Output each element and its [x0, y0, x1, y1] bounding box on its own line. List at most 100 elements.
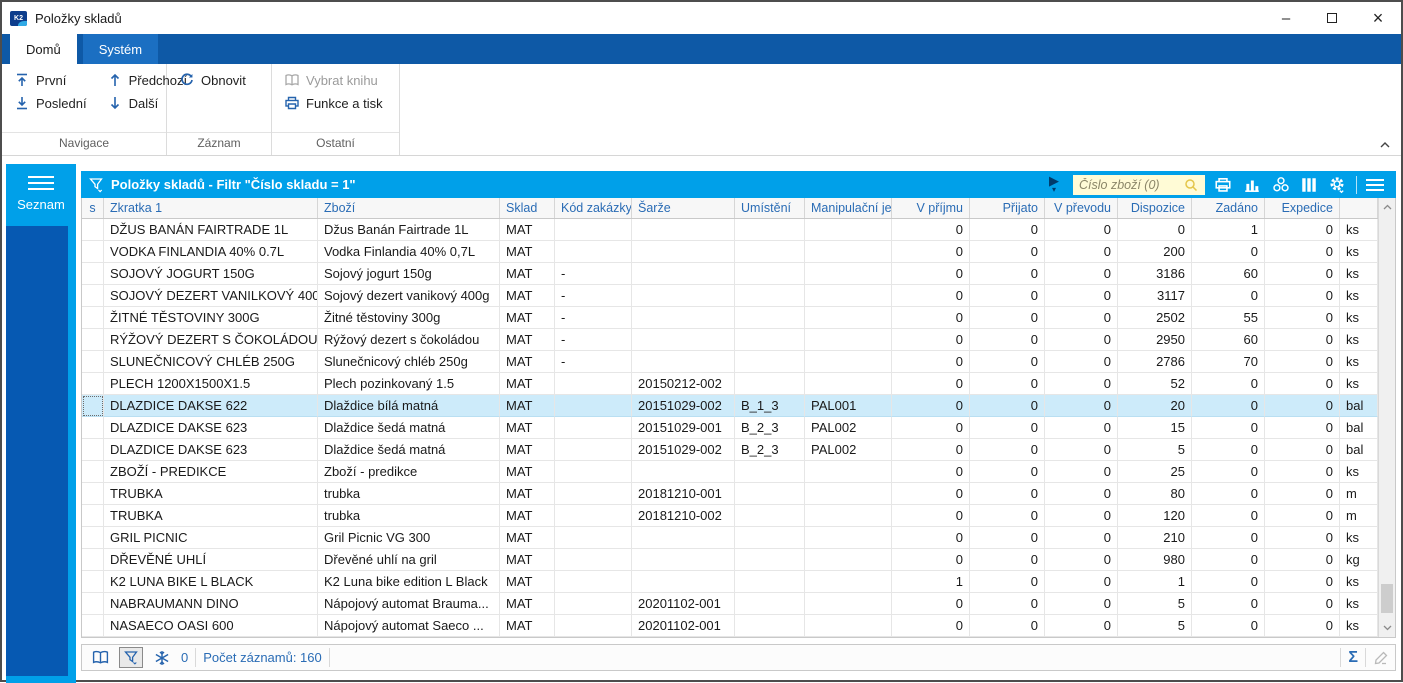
cell-sklad[interactable]: MAT	[500, 285, 555, 307]
cell-zkratka[interactable]: VODKA FINLANDIA 40% 0.7L	[104, 241, 318, 263]
cell-zadano[interactable]: 0	[1192, 571, 1265, 593]
cell-v-prevodu[interactable]: 0	[1045, 351, 1118, 373]
cell-manipulacni[interactable]	[805, 527, 892, 549]
cell-expedice[interactable]: 0	[1265, 351, 1340, 373]
cell-select[interactable]	[82, 593, 104, 615]
cell-expedice[interactable]: 0	[1265, 571, 1340, 593]
cell-select[interactable]	[82, 219, 104, 241]
edit-pencil-icon[interactable]	[1373, 650, 1389, 666]
cell-zbozi[interactable]: trubka	[318, 483, 500, 505]
cell-dispozice[interactable]: 200	[1118, 241, 1192, 263]
cell-zadano[interactable]: 0	[1192, 241, 1265, 263]
cell-kod-zakazky[interactable]	[555, 593, 632, 615]
cell-unit[interactable]: ks	[1340, 527, 1378, 549]
cell-dispozice[interactable]: 2502	[1118, 307, 1192, 329]
cell-zadano[interactable]: 0	[1192, 439, 1265, 461]
cell-zkratka[interactable]: TRUBKA	[104, 483, 318, 505]
cell-zadano[interactable]: 0	[1192, 549, 1265, 571]
cell-sklad[interactable]: MAT	[500, 571, 555, 593]
cell-v-prijmu[interactable]: 0	[892, 417, 970, 439]
cell-umisteni[interactable]	[735, 549, 805, 571]
cell-zkratka[interactable]: SOJOVÝ DEZERT VANILKOVÝ 400G	[104, 285, 318, 307]
cell-expedice[interactable]: 0	[1265, 615, 1340, 637]
cell-zadano[interactable]: 60	[1192, 263, 1265, 285]
cell-zbozi[interactable]: Dlaždice šedá matná	[318, 439, 500, 461]
column-header-expedice[interactable]: Expedice	[1265, 198, 1340, 218]
cell-zkratka[interactable]: SLUNEČNICOVÝ CHLÉB 250G	[104, 351, 318, 373]
gear-icon[interactable]	[1327, 176, 1347, 194]
cell-umisteni[interactable]	[735, 483, 805, 505]
cell-kod-zakazky[interactable]	[555, 483, 632, 505]
cell-umisteni[interactable]: B_1_3	[735, 395, 805, 417]
cell-zbozi[interactable]: Plech pozinkovaný 1.5	[318, 373, 500, 395]
column-header-dispozice[interactable]: Dispozice	[1118, 198, 1192, 218]
cell-unit[interactable]: ks	[1340, 593, 1378, 615]
column-header-sarze[interactable]: Šarže	[632, 198, 735, 218]
cell-sarze[interactable]	[632, 285, 735, 307]
cell-zadano[interactable]: 1	[1192, 219, 1265, 241]
cell-sklad[interactable]: MAT	[500, 263, 555, 285]
cell-zkratka[interactable]: DLAZDICE DAKSE 623	[104, 439, 318, 461]
table-row[interactable]: SOJOVÝ JOGURT 150G Sojový jogurt 150g MA…	[82, 263, 1378, 285]
cell-sklad[interactable]: MAT	[500, 373, 555, 395]
cell-expedice[interactable]: 0	[1265, 549, 1340, 571]
cell-sarze[interactable]: 20151029-002	[632, 395, 735, 417]
minimize-button[interactable]: –	[1263, 2, 1309, 34]
cell-dispozice[interactable]: 1	[1118, 571, 1192, 593]
table-row[interactable]: DLAZDICE DAKSE 622 Dlaždice bílá matná M…	[82, 395, 1378, 417]
cell-umisteni[interactable]	[735, 285, 805, 307]
table-row[interactable]: NABRAUMANN DINO Nápojový automat Brauma.…	[82, 593, 1378, 615]
cell-expedice[interactable]: 0	[1265, 527, 1340, 549]
cell-zbozi[interactable]: Žitné těstoviny 300g	[318, 307, 500, 329]
cell-expedice[interactable]: 0	[1265, 461, 1340, 483]
table-row[interactable]: RÝŽOVÝ DEZERT S ČOKOLÁDOU... Rýžový deze…	[82, 329, 1378, 351]
cell-unit[interactable]: ks	[1340, 329, 1378, 351]
cell-select[interactable]	[82, 263, 104, 285]
cell-sklad[interactable]: MAT	[500, 329, 555, 351]
refresh-button[interactable]: Obnovit	[179, 72, 246, 88]
cell-prijato[interactable]: 0	[970, 329, 1045, 351]
cell-unit[interactable]: ks	[1340, 263, 1378, 285]
cell-v-prevodu[interactable]: 0	[1045, 483, 1118, 505]
cell-kod-zakazky[interactable]	[555, 241, 632, 263]
cell-zkratka[interactable]: TRUBKA	[104, 505, 318, 527]
cell-kod-zakazky[interactable]	[555, 219, 632, 241]
cell-v-prijmu[interactable]: 0	[892, 505, 970, 527]
cell-umisteni[interactable]: B_2_3	[735, 439, 805, 461]
cell-select[interactable]	[82, 241, 104, 263]
cell-dispozice[interactable]: 0	[1118, 219, 1192, 241]
cell-zkratka[interactable]: K2 LUNA BIKE L BLACK	[104, 571, 318, 593]
cell-prijato[interactable]: 0	[970, 351, 1045, 373]
cell-umisteni[interactable]	[735, 505, 805, 527]
cell-sarze[interactable]: 20151029-002	[632, 439, 735, 461]
column-header-kod-zakazky[interactable]: Kód zakázky	[555, 198, 632, 218]
cell-v-prijmu[interactable]: 0	[892, 549, 970, 571]
table-row[interactable]: K2 LUNA BIKE L BLACK K2 Luna bike editio…	[82, 571, 1378, 593]
cell-sarze[interactable]: 20151029-001	[632, 417, 735, 439]
cell-v-prijmu[interactable]: 0	[892, 461, 970, 483]
cell-v-prijmu[interactable]: 0	[892, 483, 970, 505]
cell-v-prevodu[interactable]: 0	[1045, 461, 1118, 483]
table-row[interactable]: DLAZDICE DAKSE 623 Dlaždice šedá matná M…	[82, 417, 1378, 439]
cell-sarze[interactable]	[632, 241, 735, 263]
column-header-zbozi[interactable]: Zboží	[318, 198, 500, 218]
cell-select[interactable]	[82, 285, 104, 307]
cell-umisteni[interactable]	[735, 219, 805, 241]
cell-zadano[interactable]: 0	[1192, 505, 1265, 527]
cell-manipulacni[interactable]	[805, 505, 892, 527]
cell-sklad[interactable]: MAT	[500, 307, 555, 329]
cell-expedice[interactable]: 0	[1265, 263, 1340, 285]
cell-sarze[interactable]: 20201102-001	[632, 615, 735, 637]
play-button[interactable]: ▶ ▾	[1049, 172, 1059, 194]
cell-prijato[interactable]: 0	[970, 593, 1045, 615]
cell-v-prevodu[interactable]: 0	[1045, 615, 1118, 637]
cell-zbozi[interactable]: Nápojový automat Brauma...	[318, 593, 500, 615]
filter-icon[interactable]	[89, 177, 104, 193]
columns-icon[interactable]	[1300, 176, 1318, 194]
table-row[interactable]: SOJOVÝ DEZERT VANILKOVÝ 400G Sojový deze…	[82, 285, 1378, 307]
cell-zadano[interactable]: 55	[1192, 307, 1265, 329]
cell-dispozice[interactable]: 5	[1118, 593, 1192, 615]
cell-dispozice[interactable]: 980	[1118, 549, 1192, 571]
cell-dispozice[interactable]: 2786	[1118, 351, 1192, 373]
cell-unit[interactable]: bal	[1340, 417, 1378, 439]
